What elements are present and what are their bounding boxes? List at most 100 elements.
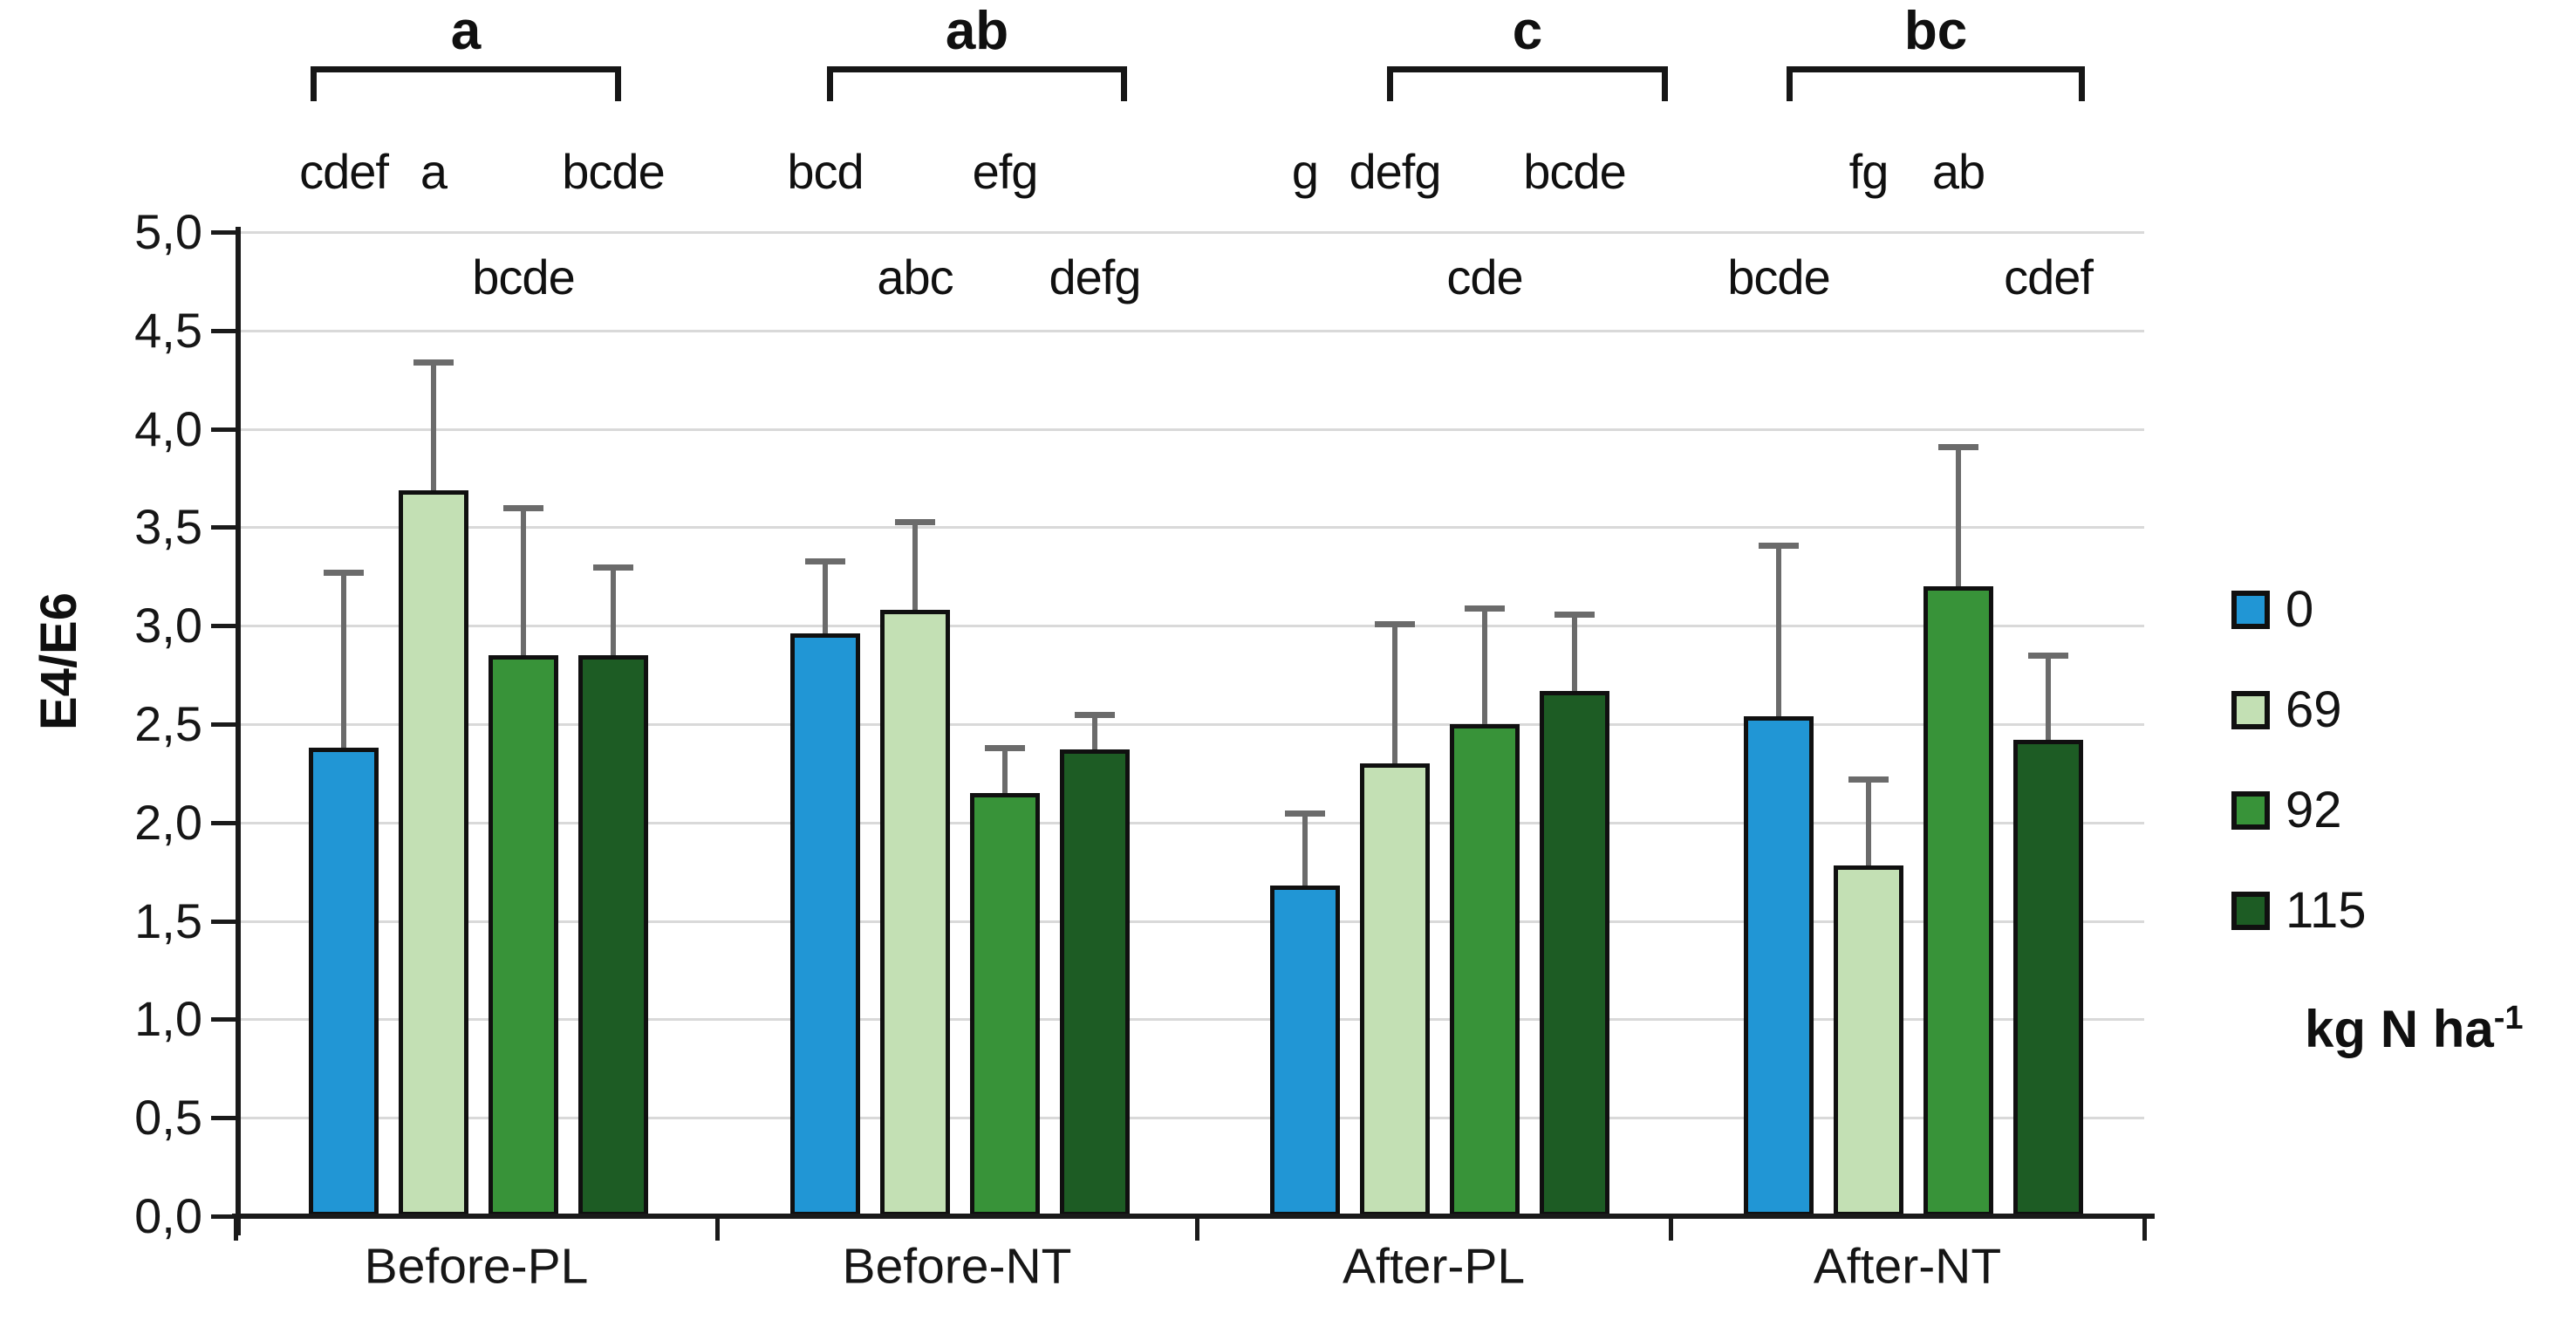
bar-Before-NT-92: [970, 792, 1040, 1216]
gridline: [237, 920, 2144, 923]
bar-Before-PL-115: [578, 655, 648, 1216]
group-bracket: [1787, 66, 2085, 101]
error-bar: [1392, 623, 1397, 764]
legend-label: 92: [2286, 782, 2342, 838]
legend-swatch-0: [2231, 591, 2270, 629]
x-category-label: Before-PL: [364, 1238, 589, 1295]
significance-letter: defg: [1049, 250, 1142, 304]
significance-letter: bcde: [472, 250, 575, 304]
significance-letter: g: [1291, 144, 1319, 199]
bar-Before-PL-0: [309, 748, 379, 1216]
bar-Before-NT-115: [1060, 749, 1130, 1216]
significance-letter: bcde: [1727, 250, 1830, 304]
legend-title-superscript: -1: [2493, 1000, 2524, 1036]
gridline: [237, 526, 2144, 530]
legend-item-69: 69: [2231, 685, 2342, 735]
group-bracket: [311, 66, 621, 101]
y-axis-tick-label: 4,5: [134, 302, 202, 358]
y-axis-tick-label: 5,0: [134, 204, 202, 259]
y-axis-tick: [211, 919, 237, 924]
y-axis-tick: [211, 1017, 237, 1022]
y-axis-tick: [211, 722, 237, 727]
y-axis: [236, 227, 241, 1235]
error-bar-cap: [1465, 605, 1505, 612]
y-axis-tick: [211, 1116, 237, 1121]
legend-swatch-92: [2231, 791, 2270, 830]
gridline: [237, 329, 2144, 332]
x-category-label: After-PL: [1342, 1238, 1526, 1295]
legend-item-115: 115: [2231, 886, 2366, 936]
y-axis-tick: [211, 230, 237, 235]
bar-After-NT-115: [2013, 740, 2083, 1216]
x-axis-tick: [2142, 1216, 2147, 1241]
significance-letter: ab: [1931, 144, 1985, 199]
bar-Before-PL-69: [399, 489, 468, 1216]
significance-letter: bcd: [787, 144, 864, 199]
error-bar: [823, 560, 828, 634]
error-bar-cap: [1075, 711, 1115, 718]
y-axis-tick: [211, 427, 237, 432]
error-bar-cap: [413, 359, 454, 366]
bar-After-NT-0: [1744, 715, 1814, 1216]
x-category-label: Before-NT: [842, 1238, 1072, 1295]
y-axis-tick-label: 0,0: [134, 1188, 202, 1243]
legend-title: kg N ha-1: [2305, 1002, 2524, 1056]
significance-letter: cdef: [299, 144, 389, 199]
bar-After-PL-92: [1450, 724, 1520, 1216]
error-bar-cap: [985, 745, 1025, 752]
error-bar-cap: [1938, 443, 1978, 450]
x-axis-tick: [1669, 1216, 1673, 1241]
error-bar: [1572, 613, 1577, 691]
error-bar: [1866, 779, 1871, 866]
gridline: [237, 427, 2144, 431]
group-significance-letter: bc: [1903, 1, 1968, 61]
error-bar-cap: [895, 518, 935, 525]
error-bar-cap: [593, 564, 633, 571]
y-axis-tick: [211, 820, 237, 825]
error-bar: [1956, 446, 1961, 587]
bar-After-NT-69: [1834, 865, 1903, 1216]
legend-item-92: 92: [2231, 785, 2342, 836]
error-bar: [521, 507, 526, 656]
y-axis-tick-label: 1,0: [134, 991, 202, 1047]
group-bracket: [1387, 66, 1668, 101]
legend-label: 0: [2286, 581, 2314, 638]
error-bar-cap: [2028, 653, 2068, 660]
legend-label: 69: [2286, 681, 2342, 738]
gridline: [237, 723, 2144, 726]
error-bar-cap: [503, 504, 543, 511]
gridline: [237, 231, 2144, 234]
group-significance-letter: ab: [945, 1, 1009, 61]
y-axis-tick-label: 3,0: [134, 598, 202, 653]
bar-After-PL-69: [1360, 763, 1430, 1216]
bar-After-PL-115: [1540, 690, 1609, 1216]
error-bar: [2046, 655, 2051, 741]
error-bar-cap: [805, 557, 845, 564]
y-axis-tick: [211, 525, 237, 530]
y-axis-tick-label: 2,0: [134, 794, 202, 850]
x-axis-tick: [1195, 1216, 1199, 1241]
significance-letter: cdef: [2004, 250, 2094, 304]
error-bar-cap: [1848, 776, 1889, 783]
significance-letter: fg: [1848, 144, 1889, 199]
error-bar: [341, 572, 346, 749]
error-bar-cap: [1554, 611, 1595, 618]
significance-letter: bcde: [562, 144, 665, 199]
error-bar: [1776, 544, 1781, 716]
error-bar: [912, 521, 918, 611]
significance-letter: defg: [1349, 144, 1442, 199]
error-bar-cap: [324, 570, 364, 577]
bar-After-NT-92: [1923, 586, 1993, 1216]
legend-label: 115: [2286, 882, 2367, 939]
y-axis-tick-label: 2,5: [134, 696, 202, 751]
error-bar-cap: [1285, 810, 1325, 817]
error-bar: [611, 566, 616, 656]
gridline: [237, 1018, 2144, 1022]
error-bar-cap: [1375, 620, 1415, 627]
significance-letter: a: [420, 144, 448, 199]
error-bar: [1482, 607, 1487, 724]
y-axis-tick-label: 1,5: [134, 893, 202, 948]
bar-Before-NT-69: [880, 610, 950, 1216]
legend-swatch-115: [2231, 892, 2270, 930]
